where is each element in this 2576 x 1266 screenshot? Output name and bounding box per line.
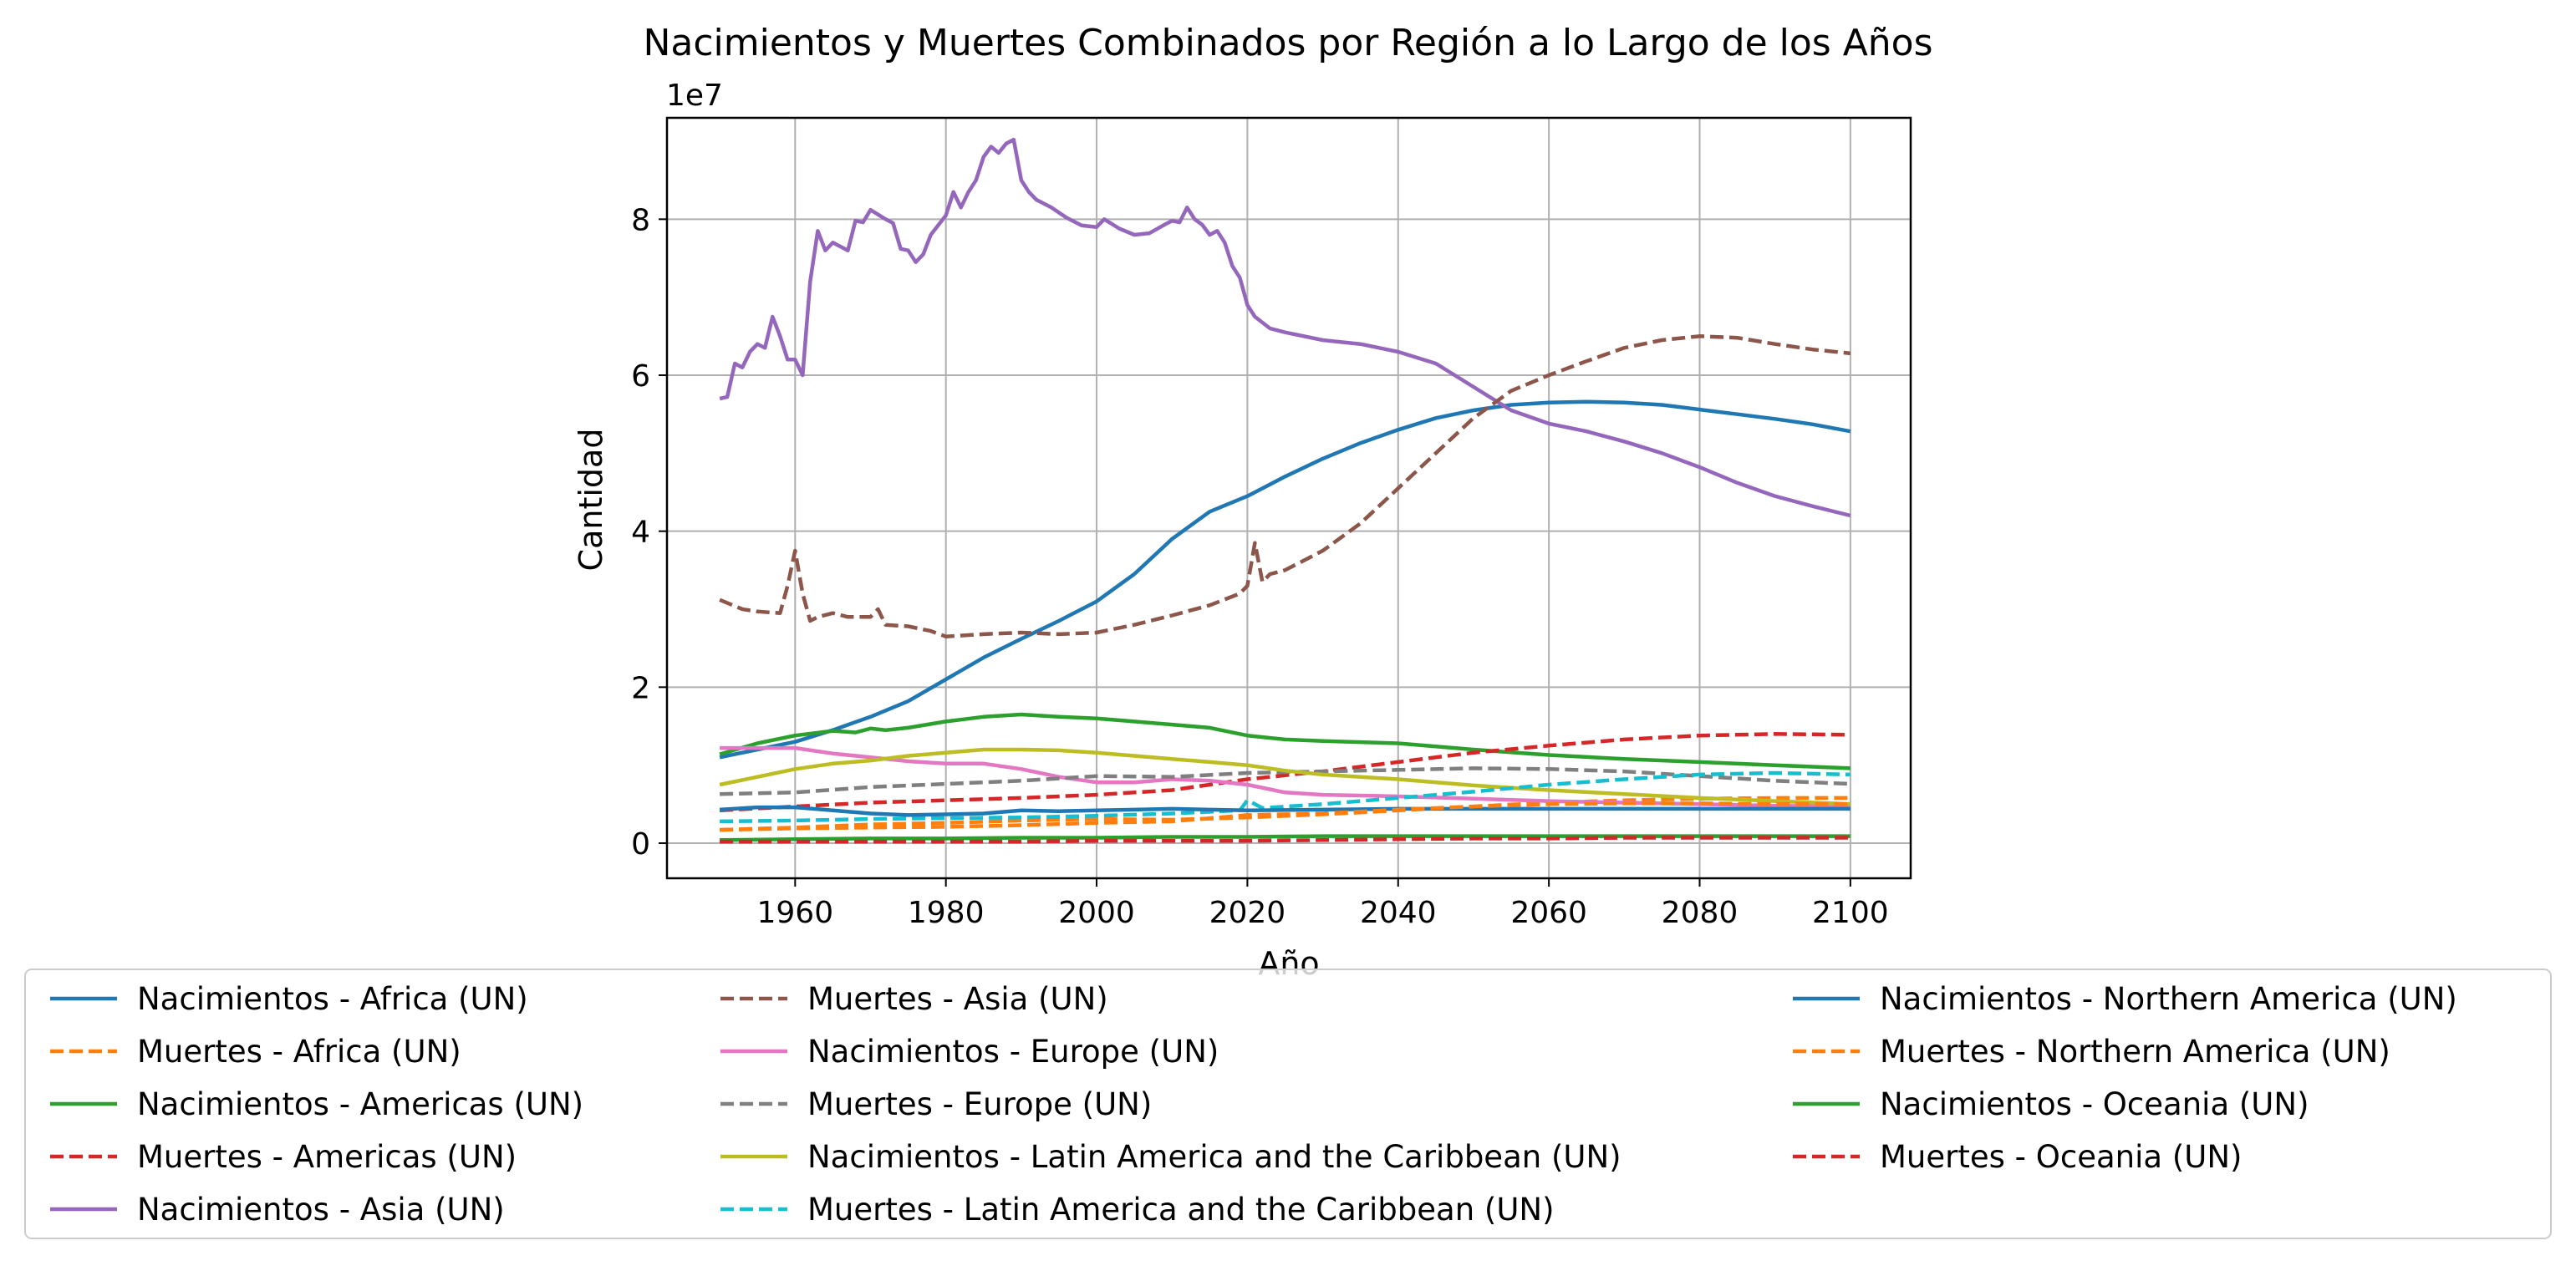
legend-label: Nacimientos - Africa (UN) [137,981,528,1017]
series-line [719,712,1851,770]
y-axis-label: Cantidad [573,429,609,572]
series-line [719,805,1851,817]
legend-label: Muertes - Africa (UN) [137,1034,461,1070]
legend-label: Nacimientos - Latin America and the Cari… [807,1139,1621,1175]
legend-label: Muertes - Europe (UN) [807,1086,1152,1122]
x-tick-label: 1960 [756,896,833,930]
y-multiplier-label: 1e7 [666,79,723,113]
x-tick-label: 2100 [1812,896,1889,930]
legend-label: Muertes - Americas (UN) [137,1139,517,1175]
legend-label: Muertes - Northern America (UN) [1880,1034,2390,1070]
x-tick-label: 2000 [1058,896,1135,930]
legend: Nacimientos - Africa (UN) Muertes - Afric… [24,969,2552,1239]
y-tick-label: 2 [631,671,650,705]
y-tick-label: 0 [631,827,650,862]
series-line [720,770,1851,824]
axis-ticks: 1960 1980 2000 2020 2040 2060 2080 2100 0 2 4 6 8 [631,203,1889,930]
series-line [720,801,1851,832]
series-line [720,745,1851,809]
x-tick-label: 2040 [1360,896,1437,930]
series-lines [719,137,1851,844]
legend-label: Muertes - Latin America and the Caribbea… [807,1192,1555,1228]
y-tick-label: 4 [631,516,650,550]
x-tick-label: 2020 [1209,896,1286,930]
legend-label: Nacimientos - Northern America (UN) [1880,981,2457,1017]
y-tick-label: 8 [631,203,650,237]
y-tick-label: 6 [631,359,650,394]
chart-title: Nacimientos y Muertes Combinados por Reg… [643,22,1932,64]
series-line [719,137,1851,518]
series-line [719,399,1851,760]
legend-label: Nacimientos - Oceania (UN) [1880,1086,2309,1122]
x-tick-label: 1980 [908,896,985,930]
x-tick-label: 2080 [1662,896,1739,930]
series-line [719,732,1851,813]
x-tick-label: 2060 [1510,896,1587,930]
legend-label: Nacimientos - Asia (UN) [137,1192,505,1228]
series-line [720,836,1851,844]
legend-label: Nacimientos - Americas (UN) [137,1086,583,1122]
legend-label: Muertes - Oceania (UN) [1880,1139,2242,1175]
series-line [719,747,1851,806]
plot-frame [665,116,1912,880]
series-line [719,334,1851,638]
legend-label: Nacimientos - Europe (UN) [807,1034,1219,1070]
legend-frame [24,969,2552,1239]
legend-label: Muertes - Asia (UN) [807,981,1108,1017]
